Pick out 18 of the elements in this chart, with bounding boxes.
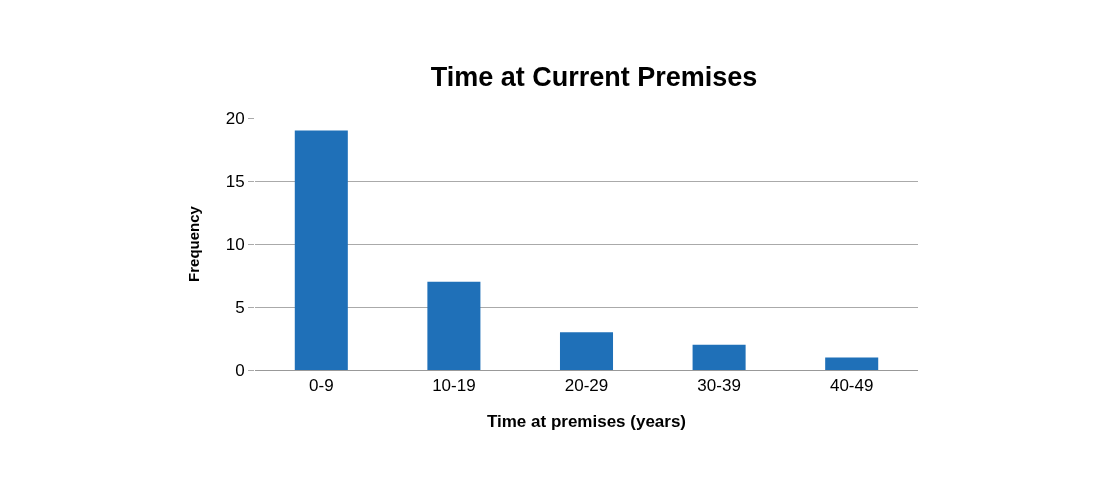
bar bbox=[692, 344, 746, 370]
x-tick-label: 40-49 bbox=[829, 376, 874, 396]
bar bbox=[294, 130, 348, 370]
y-tick-label: 0 bbox=[235, 360, 245, 380]
bar bbox=[825, 357, 879, 370]
x-axis-title: Time at premises (years) bbox=[486, 411, 687, 431]
x-tick-label: 10-19 bbox=[432, 376, 476, 396]
y-tick-label: 5 bbox=[235, 297, 245, 317]
bar bbox=[559, 332, 614, 370]
y-tick-label: 10 bbox=[225, 234, 245, 254]
chart-title: Time at Current Premises bbox=[430, 61, 758, 92]
bar bbox=[427, 281, 481, 370]
y-tick-label: 15 bbox=[225, 171, 245, 191]
x-tick-label: 0-9 bbox=[309, 376, 334, 396]
x-tick-label: 20-29 bbox=[564, 376, 609, 396]
y-tick-label: 20 bbox=[225, 108, 245, 128]
y-axis-title: Frequency bbox=[184, 205, 202, 282]
x-tick-label: 30-39 bbox=[697, 376, 741, 396]
